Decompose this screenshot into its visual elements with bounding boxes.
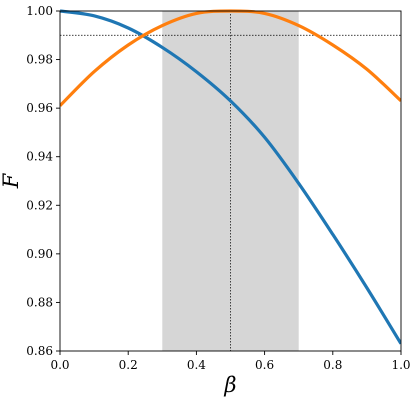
y-tick-label: 0.92: [26, 198, 53, 212]
x-tick-label: 0.6: [255, 358, 274, 372]
x-tick-label: 0.4: [187, 358, 206, 372]
x-axis-label: β: [223, 373, 236, 397]
x-tick-label: 1.0: [391, 358, 410, 372]
y-tick-label: 0.96: [26, 101, 53, 115]
plot-frame: [59, 10, 402, 352]
plot-area: 0.0 0.2 0.4 0.6 0.8 1.0 0.86 0.88 0.90 0.92 0.94 0.…: [26, 4, 410, 372]
x-tick-label: 0.8: [323, 358, 342, 372]
y-tick-label: 0.88: [26, 295, 53, 309]
x-tick-label: 0.2: [119, 358, 138, 372]
x-tick-label: 0.0: [50, 358, 69, 372]
y-tick-label: 0.90: [26, 247, 53, 261]
y-axis-label: F: [0, 172, 23, 189]
y-tick-label: 0.94: [26, 150, 53, 164]
y-tick-label: 1.00: [26, 4, 53, 18]
y-tick-label: 0.98: [26, 53, 53, 67]
series-line-1: [60, 9, 401, 345]
y-tick-label: 0.86: [26, 344, 53, 358]
